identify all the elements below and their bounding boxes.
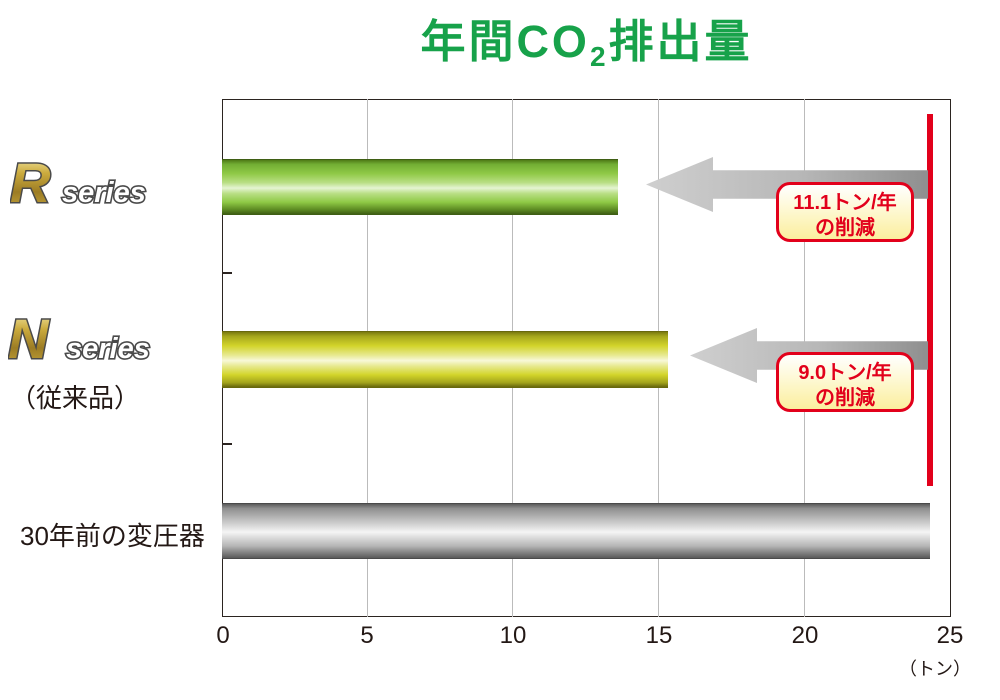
svg-text:series: series	[66, 333, 150, 365]
svg-text:R: R	[10, 151, 51, 214]
svg-text:N: N	[8, 307, 50, 370]
svg-text:series: series	[62, 177, 146, 209]
